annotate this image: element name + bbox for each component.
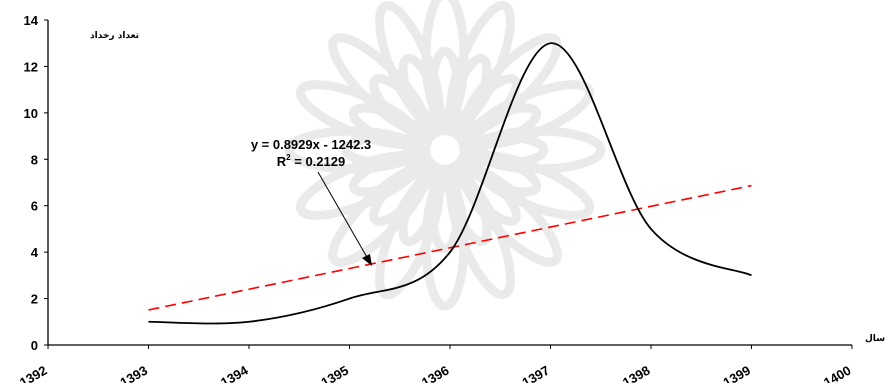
x-tick-label: 1397: [519, 363, 552, 383]
watermark-rosette: [284, 0, 606, 311]
watermark-petal: [457, 103, 542, 152]
x-tick-label: 1400: [821, 363, 854, 383]
y-tick-label: 0: [31, 338, 38, 353]
x-tick-label: 1393: [117, 363, 150, 383]
x-tick-label: 1394: [218, 362, 251, 383]
y-tick-label: 8: [31, 152, 38, 167]
y-axis-ticks: 0 2 4 6 8 10 12 14: [24, 13, 48, 353]
y-tick-label: 4: [31, 245, 39, 260]
x-axis-ticks: 1392 1393 1394 1395 1396 1397 1398 1399 1400: [17, 345, 854, 383]
trendline: [148, 184, 752, 311]
x-tick-label: 1396: [419, 363, 452, 383]
x-tick-label: 1392: [17, 363, 50, 383]
y-axis-title: تعداد رخداد: [90, 31, 139, 41]
y-tick-label: 12: [24, 59, 38, 74]
trendline-equation: y = 0.8929x - 1242.3: [251, 137, 371, 152]
series-line: [148, 42, 752, 325]
r-squared-value: = 0.2129: [291, 154, 346, 169]
x-tick-label: 1399: [720, 363, 753, 383]
x-axis-title: سال: [865, 334, 885, 344]
y-tick-label: 2: [31, 292, 38, 307]
x-tick-label: 1398: [620, 363, 653, 383]
annotation-arrowhead: [362, 254, 372, 266]
y-tick-label: 6: [31, 199, 38, 214]
trendline-r-squared: R2 = 0.2129: [277, 153, 345, 169]
y-tick-label: 10: [24, 106, 38, 121]
r-squared-exponent: 2: [286, 153, 291, 162]
annotation-arrow: [317, 171, 369, 260]
x-tick-label: 1395: [318, 363, 351, 383]
r-squared-prefix: R: [277, 154, 287, 169]
y-tick-label: 14: [24, 13, 39, 28]
